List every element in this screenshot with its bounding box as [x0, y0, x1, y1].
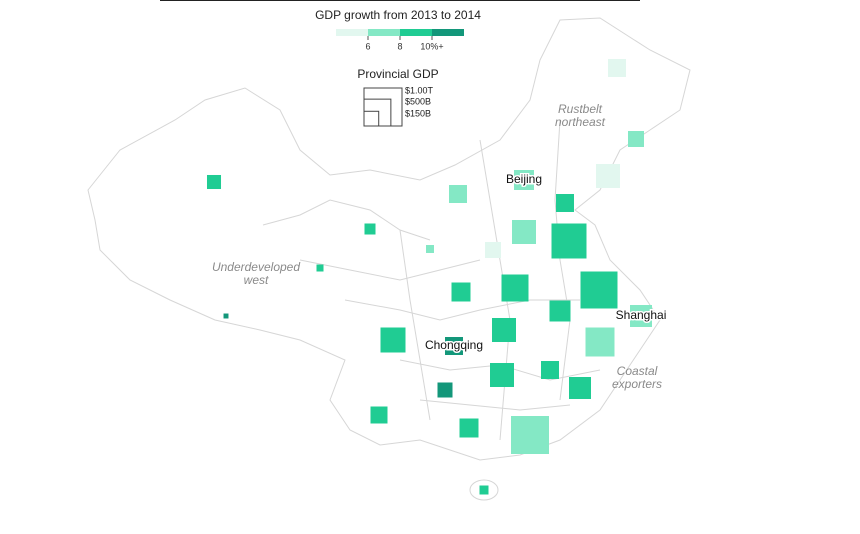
size-legend-label: $500B	[405, 97, 431, 107]
country-outline	[87, 17, 691, 501]
annotation: west	[244, 273, 269, 287]
annotation: Rustbelt	[558, 102, 603, 116]
province-square	[628, 131, 644, 147]
province-square	[485, 242, 501, 258]
legend-swatch	[336, 29, 368, 36]
province-square	[551, 223, 587, 259]
size-legend-square	[363, 87, 403, 127]
size-legend-square	[363, 98, 392, 127]
province-square	[511, 219, 537, 245]
province-square	[449, 185, 467, 203]
province-square	[608, 59, 626, 77]
province-square	[595, 163, 621, 189]
size-legend-label: $1.00T	[405, 85, 434, 95]
province-square	[479, 485, 489, 495]
province-square	[437, 382, 453, 398]
province-square	[370, 406, 388, 424]
province-square	[569, 377, 591, 399]
legend-tick-label: 6	[365, 41, 370, 51]
annotation: Coastal	[617, 364, 658, 378]
province-square	[541, 361, 559, 379]
province-square	[316, 264, 324, 272]
province-square	[580, 271, 618, 309]
province-square	[426, 245, 434, 253]
legend-swatch	[432, 29, 464, 36]
province-square	[223, 313, 229, 319]
legend-title: GDP growth from 2013 to 2014	[315, 8, 481, 22]
province-square	[585, 327, 615, 357]
province-square	[501, 274, 529, 302]
province-square	[445, 337, 463, 355]
legend-swatch	[400, 29, 432, 36]
province-square	[459, 418, 479, 438]
annotation: northeast	[555, 115, 606, 129]
province-square	[549, 300, 571, 322]
annotation: Underdeveloped	[212, 260, 300, 274]
province-square	[206, 174, 222, 190]
size-legend-title: Provincial GDP	[357, 67, 438, 81]
province-label: Chongqing	[425, 338, 483, 352]
size-legend-square	[363, 110, 380, 127]
province-square	[364, 223, 376, 235]
province-label: Beijing	[506, 172, 542, 186]
legend-tick-label: 10%+	[420, 41, 443, 51]
province-square	[630, 305, 652, 327]
province-square	[489, 362, 515, 388]
legend-swatch	[368, 29, 400, 36]
province-square	[451, 282, 471, 302]
province-square	[380, 327, 406, 353]
legend-tick-label: 8	[397, 41, 402, 51]
province-square	[514, 170, 534, 190]
province-square	[556, 194, 574, 212]
province-label: Shanghai	[616, 308, 667, 322]
province-square	[491, 317, 517, 343]
size-legend-label: $150B	[405, 109, 431, 119]
annotation: exporters	[612, 377, 662, 391]
province-square	[511, 416, 549, 454]
